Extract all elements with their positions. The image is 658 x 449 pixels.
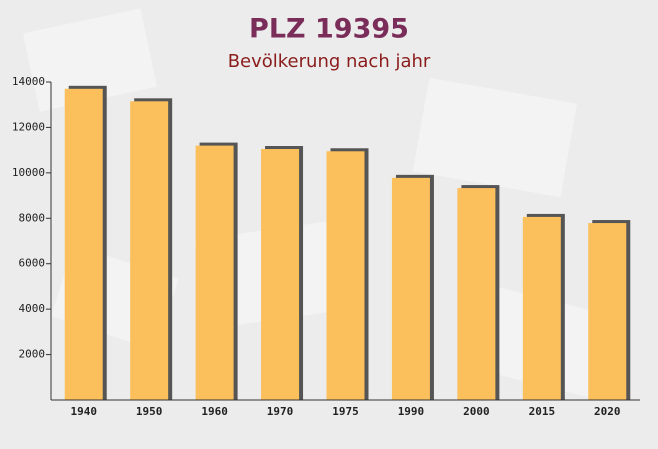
bar — [195, 145, 234, 400]
y-tick-label: 4000 — [19, 302, 46, 315]
y-tick-label: 14000 — [12, 75, 45, 88]
y-tick-label: 10000 — [12, 166, 45, 179]
x-tick-label: 1960 — [201, 405, 228, 418]
x-tick-label: 2020 — [594, 405, 621, 418]
x-tick-label: 1940 — [70, 405, 97, 418]
bar — [457, 188, 496, 400]
chart-title: PLZ 19395 — [249, 14, 409, 45]
bar — [391, 177, 430, 400]
bar — [522, 216, 561, 400]
bar — [261, 149, 300, 400]
bar — [326, 151, 365, 400]
y-tick-label: 12000 — [12, 120, 45, 133]
x-tick-label: 1990 — [398, 405, 425, 418]
x-tick-label: 1950 — [136, 405, 163, 418]
bar — [130, 101, 169, 401]
x-tick-label: 2000 — [463, 405, 490, 418]
x-tick-label: 1975 — [332, 405, 359, 418]
y-tick-label: 2000 — [19, 348, 46, 361]
x-tick-label: 2015 — [529, 405, 556, 418]
x-tick-label: 1970 — [267, 405, 294, 418]
bar — [64, 88, 103, 401]
chart-subtitle: Bevölkerung nach jahr — [228, 51, 431, 72]
y-tick-label: 6000 — [19, 257, 46, 270]
bar — [588, 223, 627, 400]
y-tick-label: 8000 — [19, 211, 46, 224]
